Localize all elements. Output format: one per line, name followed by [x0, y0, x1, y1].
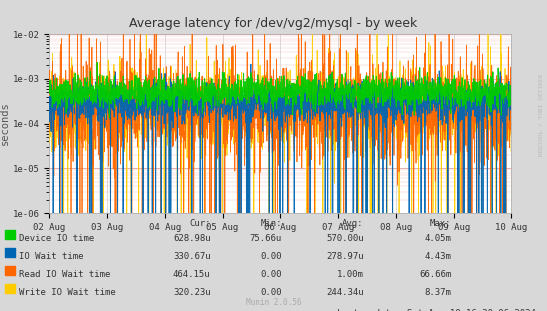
Text: 0.00: 0.00 [260, 270, 282, 279]
Text: 278.97u: 278.97u [326, 252, 364, 261]
Text: 75.66u: 75.66u [249, 234, 282, 243]
Text: 4.43m: 4.43m [424, 252, 451, 261]
Text: Cur:: Cur: [189, 219, 211, 228]
Text: Min:: Min: [260, 219, 282, 228]
Text: 66.66m: 66.66m [419, 270, 451, 279]
Text: 1.00m: 1.00m [337, 270, 364, 279]
Text: Write IO Wait time: Write IO Wait time [19, 288, 116, 297]
Text: 244.34u: 244.34u [326, 288, 364, 297]
Text: Device IO time: Device IO time [19, 234, 95, 243]
Text: 320.23u: 320.23u [173, 288, 211, 297]
Text: 570.00u: 570.00u [326, 234, 364, 243]
Y-axis label: seconds: seconds [0, 102, 10, 146]
Text: 0.00: 0.00 [260, 252, 282, 261]
Text: 8.37m: 8.37m [424, 288, 451, 297]
Text: Munin 2.0.56: Munin 2.0.56 [246, 298, 301, 307]
Text: 464.15u: 464.15u [173, 270, 211, 279]
Text: IO Wait time: IO Wait time [19, 252, 84, 261]
Text: Avg:: Avg: [342, 219, 364, 228]
Text: 4.05m: 4.05m [424, 234, 451, 243]
Text: 628.98u: 628.98u [173, 234, 211, 243]
Text: Average latency for /dev/vg2/mysql - by week: Average latency for /dev/vg2/mysql - by … [130, 17, 417, 30]
Text: Max:: Max: [430, 219, 451, 228]
Text: Last update: Sat Aug 10 16:30:06 2024: Last update: Sat Aug 10 16:30:06 2024 [337, 309, 536, 311]
Text: 0.00: 0.00 [260, 288, 282, 297]
Text: RRDTOOL / TOBI OETIKER: RRDTOOL / TOBI OETIKER [538, 74, 543, 156]
Text: 330.67u: 330.67u [173, 252, 211, 261]
Text: Read IO Wait time: Read IO Wait time [19, 270, 110, 279]
